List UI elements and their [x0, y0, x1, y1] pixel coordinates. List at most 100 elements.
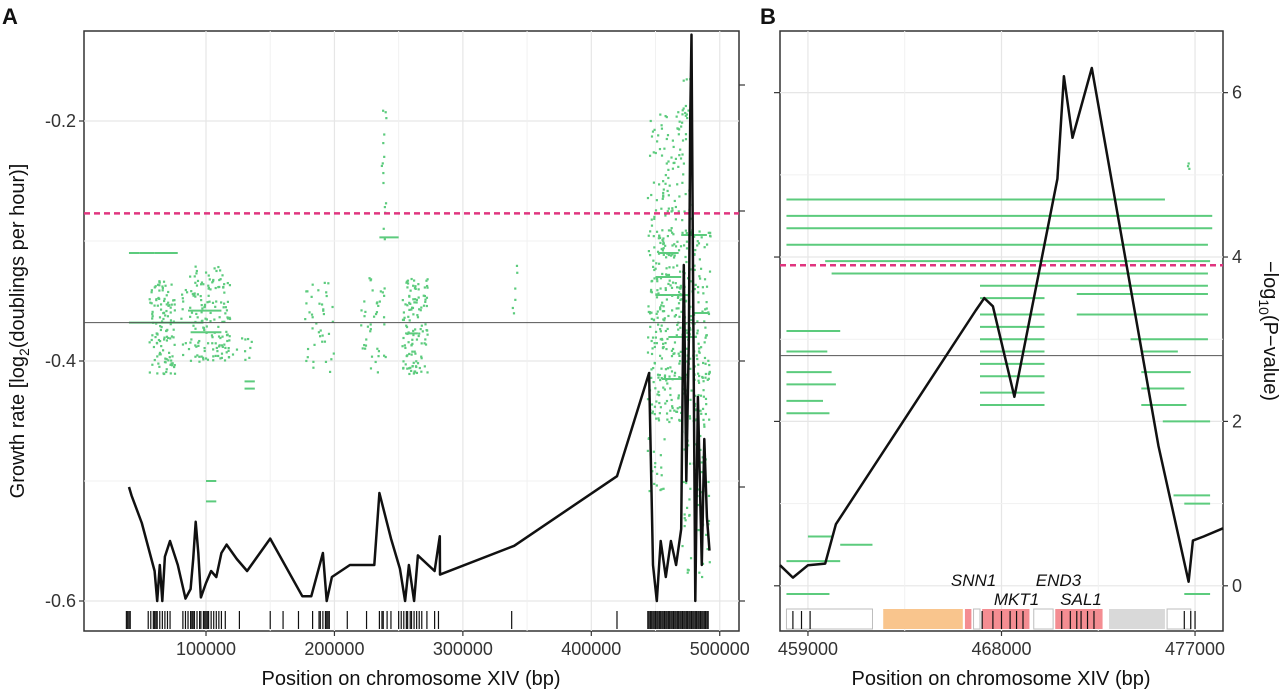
association-dot [411, 365, 414, 368]
association-dot [424, 323, 427, 326]
association-dot [675, 410, 678, 413]
association-dot [681, 121, 684, 124]
association-dot [689, 487, 692, 490]
association-dot [207, 274, 210, 277]
association-dot [657, 419, 661, 422]
association-dot [248, 356, 251, 359]
association-dot [420, 324, 423, 327]
association-dot [679, 245, 683, 248]
association-dot [677, 307, 680, 310]
association-dot [228, 339, 231, 342]
association-dot [672, 256, 676, 259]
association-dot [662, 342, 665, 345]
association-dot [214, 305, 217, 308]
association-dot [664, 329, 667, 333]
association-dot [158, 339, 162, 343]
association-dot [382, 109, 385, 112]
association-dot [402, 366, 405, 370]
association-dot [655, 199, 658, 202]
association-dot [165, 339, 169, 342]
association-dot [375, 302, 378, 305]
association-dot [660, 127, 664, 130]
panel-b-x-axis: 459000 468000 477000 [778, 631, 1225, 659]
association-dot [665, 347, 668, 351]
association-dot [698, 374, 701, 378]
association-dot [181, 297, 184, 300]
association-dot [212, 348, 215, 351]
x-tick-label: 459000 [778, 639, 838, 659]
association-dot [660, 488, 663, 491]
association-dot [652, 265, 655, 268]
association-dot [685, 78, 688, 81]
association-dot [661, 248, 664, 252]
association-dot [372, 315, 376, 318]
association-dot [671, 231, 674, 234]
association-dot [700, 471, 703, 474]
association-dot [685, 329, 688, 332]
association-dot [662, 247, 665, 250]
association-dot [155, 298, 158, 302]
association-dot [646, 398, 650, 401]
association-dot [192, 324, 195, 327]
association-dot [660, 124, 663, 127]
association-dot [198, 355, 201, 358]
association-dot [191, 292, 194, 296]
association-dot [202, 283, 205, 286]
association-dot [650, 339, 653, 343]
association-dot [417, 334, 420, 338]
association-dot [225, 334, 229, 337]
association-dot [169, 337, 172, 340]
association-dot [364, 347, 367, 350]
association-dot [676, 240, 679, 243]
association-dot [154, 285, 157, 288]
association-dot [170, 283, 173, 286]
association-dot [218, 345, 221, 348]
association-dot [673, 371, 677, 374]
association-dot [304, 318, 307, 321]
association-dot [189, 275, 192, 278]
association-dot [164, 314, 167, 317]
association-dot [678, 154, 681, 157]
association-dot [244, 358, 247, 361]
association-dot [674, 313, 678, 317]
association-dot [514, 298, 517, 301]
association-dot [411, 338, 414, 341]
association-dot [651, 130, 655, 133]
association-dot [664, 114, 667, 118]
association-dot [672, 266, 675, 269]
association-dot [212, 359, 215, 362]
association-dot [223, 343, 226, 346]
association-dot [700, 461, 703, 464]
panel-b-label: B [760, 4, 776, 29]
association-dot [680, 310, 683, 313]
association-dot [682, 162, 686, 165]
association-dot [423, 286, 426, 289]
x-tick-label: 468000 [971, 639, 1031, 659]
association-dot [688, 498, 691, 501]
association-dot [377, 355, 380, 358]
association-dot [194, 344, 197, 347]
association-dot [655, 230, 659, 233]
association-dot [674, 157, 678, 160]
association-dot [158, 353, 161, 356]
gene-box [883, 609, 963, 629]
association-dot [306, 347, 310, 351]
association-dot [195, 312, 198, 316]
association-dot [708, 371, 711, 374]
association-dot [686, 571, 689, 574]
panel-b-x-axis-label: Position on chromosome XIV (bp) [851, 668, 1150, 690]
association-dot [681, 113, 684, 116]
association-dot [659, 354, 662, 357]
association-dot [684, 519, 687, 522]
association-dot [153, 286, 156, 289]
association-dot [654, 151, 657, 155]
association-dot [689, 315, 693, 318]
association-dot [658, 147, 662, 151]
gene-box [1109, 609, 1165, 629]
y-tick-label: 0 [1232, 576, 1242, 596]
association-dot [164, 284, 167, 287]
association-dot [656, 289, 659, 292]
association-dot [426, 278, 429, 281]
association-dot [696, 357, 699, 361]
association-dot [221, 335, 224, 338]
